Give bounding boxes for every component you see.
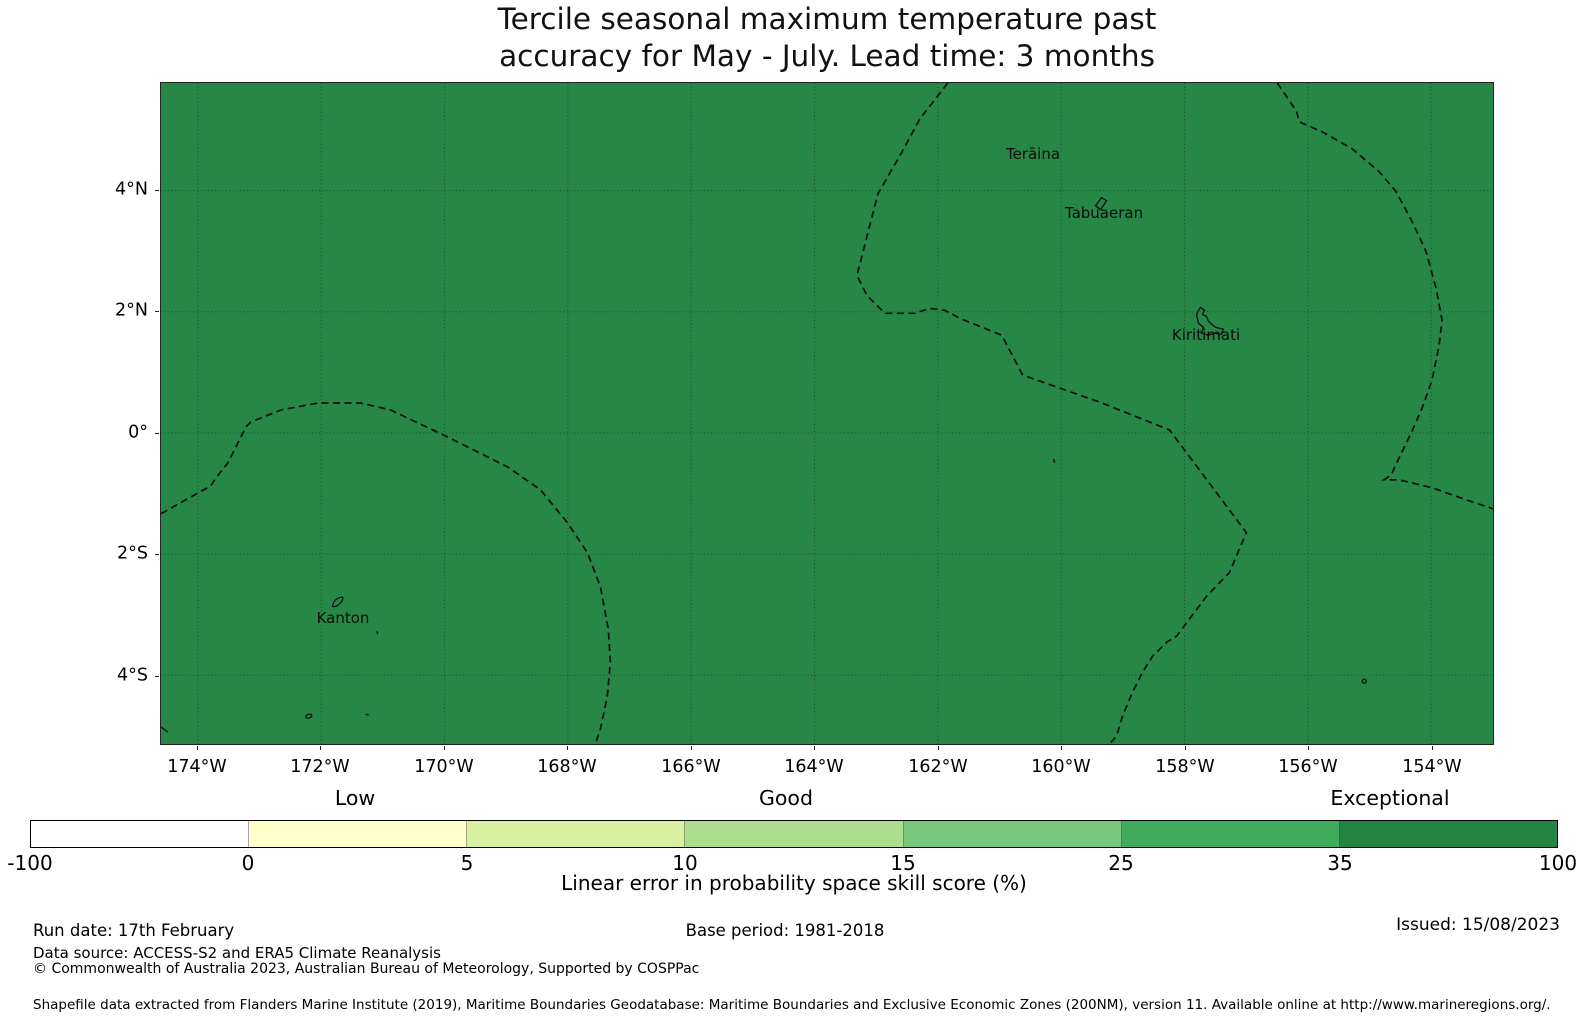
colorbar-segment [1121, 821, 1340, 847]
colorbar-segment [249, 821, 468, 847]
kanton-island-outline [331, 596, 344, 608]
colorbar-tick-label: 100 [1538, 851, 1578, 875]
y-tick-label: 4°S [117, 665, 148, 686]
shapefile-note-text: Shapefile data extracted from Flanders M… [33, 997, 1551, 1013]
axis-tick [814, 746, 815, 750]
axis-tick [1432, 746, 1433, 750]
colorbar-tick-label: 15 [890, 851, 916, 875]
chart-title-line1: Tercile seasonal maximum temperature pas… [497, 2, 1157, 36]
colorbar-tick-label: 10 [672, 851, 698, 875]
island-label-kiritimati: Kiritimati [1171, 326, 1241, 344]
y-tick-label: 4°N [115, 179, 148, 200]
x-tick-label: 172°W [290, 757, 350, 777]
copyright-text: © Commonwealth of Australia 2023, Austra… [33, 961, 700, 977]
x-tick-label: 156°W [1278, 757, 1338, 777]
x-tick-label: 160°W [1031, 757, 1091, 777]
data-source-text: Data source: ACCESS-S2 and ERA5 Climate … [33, 944, 441, 962]
axis-tick [155, 311, 159, 312]
x-tick-label: 168°W [537, 757, 597, 777]
colorbar-segment [903, 821, 1122, 847]
axis-tick [1308, 746, 1309, 750]
colorbar-tick-label: 0 [241, 851, 255, 875]
kiritimati-island-outline [1195, 306, 1225, 336]
y-tick-label: 2°N [115, 300, 148, 321]
run-date-text: Run date: 17th February [33, 921, 235, 940]
chart-title-line2: accuracy for May - July. Lead time: 3 mo… [499, 39, 1155, 73]
small-island-outline [365, 713, 369, 716]
axis-tick [155, 433, 159, 434]
axis-tick [938, 746, 939, 750]
eez-boundary-contour-east [1276, 83, 1493, 510]
y-tick-label: 2°S [117, 543, 148, 564]
colorbar-tick-label: -100 [7, 851, 53, 875]
eez-boundary-contour-west [161, 402, 612, 744]
x-tick-label: 164°W [784, 757, 844, 777]
colorbar [30, 820, 1558, 848]
x-tick-label: 158°W [1155, 757, 1215, 777]
axis-tick [320, 746, 321, 750]
small-island-outline [161, 726, 169, 733]
y-tick-label: 0° [128, 422, 148, 443]
base-period-text: Base period: 1981-2018 [685, 921, 885, 940]
colorbar-segment [685, 821, 904, 847]
island-label-tabuaeran: Tabuaeran [1064, 204, 1144, 222]
island-label-teraina: Terāina [1005, 145, 1061, 163]
colorbar-segment [1339, 821, 1557, 847]
axis-tick [155, 554, 159, 555]
axis-tick [691, 746, 692, 750]
colorbar-category-low: Low [334, 786, 376, 810]
axis-tick [197, 746, 198, 750]
axis-tick [1185, 746, 1186, 750]
map-canvas: Terāina Tabuaeran Kiritimati Kanton [160, 82, 1494, 745]
chart-title: Tercile seasonal maximum temperature pas… [160, 1, 1494, 75]
colorbar-category-exceptional: Exceptional [1330, 786, 1450, 810]
small-island-outline [1361, 678, 1367, 684]
tabuaeran-island-outline [1094, 196, 1108, 211]
gridlines [161, 83, 1493, 744]
issued-date-text: Issued: 15/08/2023 [1396, 915, 1560, 935]
x-tick-label: 174°W [167, 757, 227, 777]
small-island-outline [1053, 458, 1056, 464]
colorbar-axis-label: Linear error in probability space skill … [561, 871, 1027, 895]
colorbar-segment [467, 821, 686, 847]
axis-tick [444, 746, 445, 750]
colorbar-category-good: Good [759, 786, 813, 810]
axis-tick [155, 190, 159, 191]
eez-boundary-contour-middle [856, 83, 1248, 744]
axis-tick [155, 676, 159, 677]
x-tick-label: 162°W [908, 757, 968, 777]
x-tick-label: 170°W [414, 757, 474, 777]
island-label-kanton: Kanton [316, 609, 370, 627]
colorbar-segment [31, 821, 250, 847]
axis-tick [567, 746, 568, 750]
small-island-outline [376, 631, 379, 635]
colorbar-tick-label: 5 [460, 851, 474, 875]
colorbar-tick-label: 35 [1327, 851, 1353, 875]
colorbar-tick-label: 25 [1108, 851, 1134, 875]
small-island-outline [305, 713, 313, 719]
axis-tick [1061, 746, 1062, 750]
x-tick-label: 154°W [1402, 757, 1462, 777]
x-tick-label: 166°W [661, 757, 721, 777]
map-graphics [161, 83, 1493, 744]
